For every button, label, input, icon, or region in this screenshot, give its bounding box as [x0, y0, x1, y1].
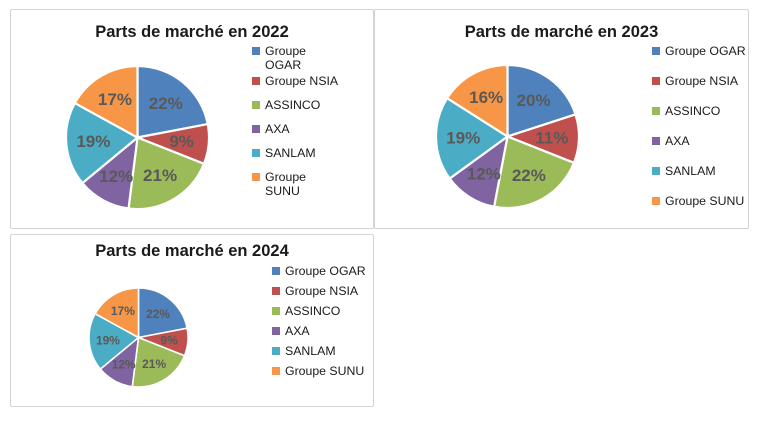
svg-text:19%: 19% — [96, 333, 120, 347]
svg-text:17%: 17% — [111, 304, 135, 318]
svg-text:22%: 22% — [512, 166, 546, 185]
svg-text:16%: 16% — [469, 88, 503, 107]
svg-text:9%: 9% — [169, 132, 194, 151]
svg-text:19%: 19% — [446, 128, 480, 147]
svg-text:12%: 12% — [112, 357, 136, 371]
svg-text:22%: 22% — [149, 94, 183, 113]
svg-text:21%: 21% — [142, 357, 166, 371]
svg-text:20%: 20% — [517, 91, 551, 110]
svg-text:22%: 22% — [146, 307, 170, 321]
svg-text:21%: 21% — [143, 166, 177, 185]
svg-text:19%: 19% — [76, 132, 110, 151]
svg-text:12%: 12% — [99, 167, 133, 186]
svg-text:12%: 12% — [467, 164, 501, 183]
svg-text:11%: 11% — [535, 128, 568, 147]
svg-text:17%: 17% — [98, 90, 132, 109]
svg-text:9%: 9% — [160, 333, 178, 347]
